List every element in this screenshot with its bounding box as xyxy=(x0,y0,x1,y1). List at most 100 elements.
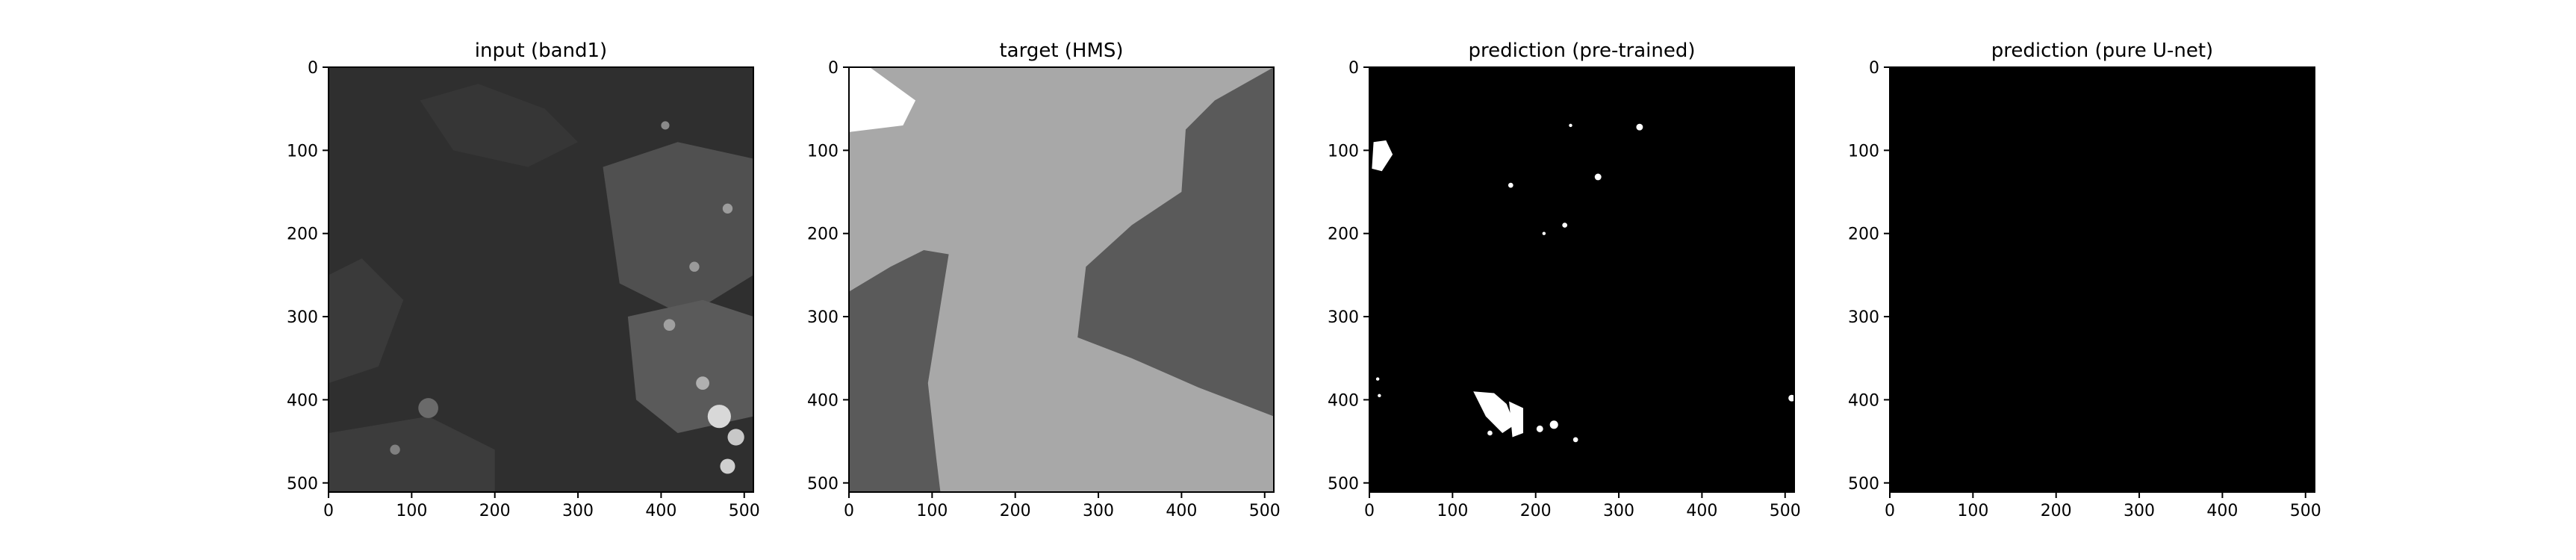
axes-frame xyxy=(848,66,1275,493)
panel-title: target (HMS) xyxy=(999,40,1123,62)
image-region xyxy=(849,67,916,132)
image-blob xyxy=(1569,123,1572,128)
image-background xyxy=(1369,67,1794,492)
image-blob xyxy=(1562,223,1568,228)
y-tick-label: 500 xyxy=(1328,475,1359,494)
y-tick-label: 300 xyxy=(1328,308,1359,327)
x-tick-label: 500 xyxy=(1770,502,1801,520)
image-blob xyxy=(1378,393,1381,398)
image-region xyxy=(1372,140,1393,172)
y-tick-label: 100 xyxy=(1848,142,1879,161)
image-blob xyxy=(707,405,731,429)
y-tick-label: 300 xyxy=(287,308,318,327)
image-region xyxy=(1473,391,1515,433)
image-region xyxy=(329,416,495,492)
x-tick-label: 200 xyxy=(1000,502,1031,520)
image-region xyxy=(420,84,579,167)
x-tick-label: 100 xyxy=(396,502,427,520)
image-blob xyxy=(661,121,670,130)
x-tick-label: 200 xyxy=(2041,502,2072,520)
image-blob xyxy=(1375,377,1380,381)
image-blob xyxy=(689,261,700,272)
image-blob xyxy=(1636,123,1643,131)
y-tick-label: 0 xyxy=(308,59,318,78)
image-region xyxy=(1509,401,1523,438)
image-blob xyxy=(1788,394,1794,402)
image-region xyxy=(329,258,404,384)
image-blob xyxy=(1487,430,1493,436)
image-blob xyxy=(1536,425,1543,432)
y-tick-label: 500 xyxy=(1848,475,1879,494)
panel-prediction-pretrained: prediction (pre-trained) 0 100 200 300 400 50… xyxy=(1328,40,1801,520)
y-tick-label: 400 xyxy=(1328,391,1359,410)
y-tick-label: 400 xyxy=(807,391,839,410)
image-blob xyxy=(1542,231,1546,235)
x-tick-label: 0 xyxy=(1364,502,1375,520)
image-region xyxy=(627,299,753,433)
x-tick-label: 0 xyxy=(844,502,854,520)
x-tick-label: 300 xyxy=(2124,502,2155,520)
x-tick-label: 200 xyxy=(1520,502,1552,520)
image-area xyxy=(849,67,1274,492)
y-tick-label: 500 xyxy=(807,475,839,494)
axes-frame xyxy=(1889,66,2315,493)
panel-title: prediction (pre-trained) xyxy=(1468,40,1695,62)
image-blob xyxy=(390,444,400,455)
panel-title: input (band1) xyxy=(475,40,607,62)
y-tick-label: 200 xyxy=(807,225,839,244)
axes-frame xyxy=(1369,66,1795,493)
y-tick-label: 300 xyxy=(807,308,839,327)
axis-ticks: 0 100 200 300 400 500 0 100 200 300 400 500 xyxy=(287,59,760,520)
image-region xyxy=(1077,67,1274,417)
image-blob xyxy=(727,429,744,446)
image-blob xyxy=(1549,420,1558,429)
x-tick-label: 400 xyxy=(2206,502,2238,520)
x-tick-label: 500 xyxy=(729,502,760,520)
image-region xyxy=(603,142,753,317)
axis-ticks: 0 100 200 300 400 500 0 100 200 300 400 500 xyxy=(807,59,1281,520)
image-blob xyxy=(722,203,733,214)
image-blob xyxy=(1594,173,1602,181)
y-tick-label: 100 xyxy=(807,142,839,161)
x-tick-label: 300 xyxy=(1603,502,1634,520)
x-tick-label: 100 xyxy=(916,502,948,520)
image-background xyxy=(849,67,1274,492)
image-blob xyxy=(720,458,735,474)
image-blob xyxy=(1508,182,1513,188)
x-tick-label: 400 xyxy=(645,502,676,520)
image-background xyxy=(1890,67,2315,492)
image-blob xyxy=(663,319,676,331)
y-tick-label: 400 xyxy=(1848,391,1879,410)
image-blob xyxy=(1572,437,1578,443)
x-tick-label: 500 xyxy=(2290,502,2321,520)
panel-title: prediction (pure U-net) xyxy=(1991,40,2213,62)
x-tick-label: 400 xyxy=(1166,502,1197,520)
image-area xyxy=(329,67,753,492)
x-tick-label: 100 xyxy=(1437,502,1468,520)
x-tick-label: 100 xyxy=(1957,502,1988,520)
y-tick-label: 0 xyxy=(828,59,839,78)
image-blob xyxy=(418,398,438,418)
x-tick-label: 0 xyxy=(1885,502,1895,520)
axis-ticks: 0 100 200 300 400 500 0 100 200 300 400 500 xyxy=(1848,59,2321,520)
y-tick-label: 200 xyxy=(1328,225,1359,244)
image-area xyxy=(1369,67,1794,492)
y-tick-label: 500 xyxy=(287,475,318,494)
panel-target-hms: target (HMS) 0 100 200 300 400 500 0 100 200 300 4… xyxy=(807,40,1281,520)
x-tick-label: 500 xyxy=(1249,502,1281,520)
axes-frame xyxy=(328,66,754,493)
y-tick-label: 200 xyxy=(1848,225,1879,244)
image-region xyxy=(849,249,949,492)
y-tick-label: 400 xyxy=(287,391,318,410)
panel-input-band1: input (band1) 0 100 200 300 400 500 0 100 200 300… xyxy=(287,40,760,520)
y-tick-label: 100 xyxy=(287,142,318,161)
y-tick-label: 0 xyxy=(1348,59,1359,78)
x-tick-label: 300 xyxy=(562,502,594,520)
axis-ticks: 0 100 200 300 400 500 0 100 200 300 400 500 xyxy=(1328,59,1801,520)
x-tick-label: 400 xyxy=(1686,502,1717,520)
x-tick-label: 300 xyxy=(1083,502,1114,520)
y-tick-label: 0 xyxy=(1869,59,1879,78)
y-tick-label: 100 xyxy=(1328,142,1359,161)
image-blob xyxy=(696,376,709,391)
y-tick-label: 300 xyxy=(1848,308,1879,327)
